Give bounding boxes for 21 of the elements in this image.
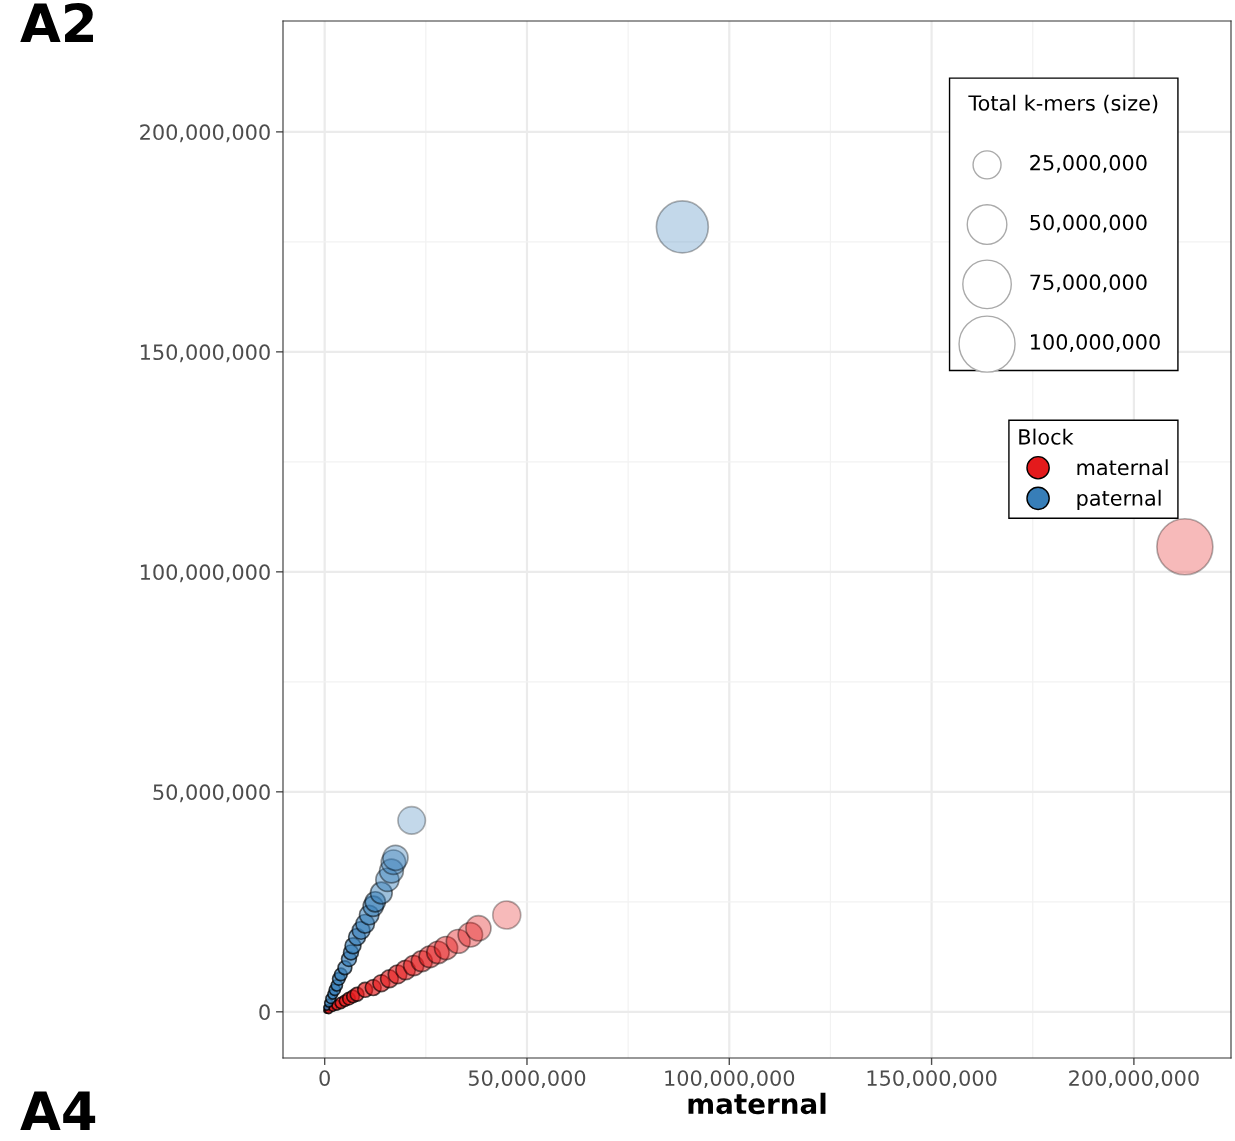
legend-title: Block <box>1019 428 1074 445</box>
legend-label: 75,000,000 <box>1030 274 1147 293</box>
text: A2 <box>20 2 93 43</box>
y-tick-label: 100,000,000 <box>140 564 270 583</box>
y-tick-label: 150,000,000 <box>140 344 270 363</box>
y-tick-label: 0 <box>259 1004 270 1021</box>
legend-label: 25,000,000 <box>1030 154 1147 173</box>
x-tick-label: 200,000,000 <box>1069 1070 1199 1089</box>
x-axis-title: maternal <box>688 1092 826 1115</box>
annotation: Total k-mers (size) <box>968 94 1158 114</box>
x-tick-label: 0 <box>319 1070 330 1086</box>
legend-label: maternal <box>1077 459 1168 476</box>
text: A4 <box>20 1091 96 1131</box>
legend-label: paternal <box>1077 489 1161 510</box>
legend-label: 50,000,000 <box>1030 214 1147 233</box>
x-tick-label: 100,000,000 <box>665 1070 795 1089</box>
y-tick-label: 50,000,000 <box>153 784 270 803</box>
x-tick-label: 150,000,000 <box>867 1070 997 1089</box>
legend-label: 100,000,000 <box>1031 334 1160 352</box>
x-tick-label: 50,000,000 <box>468 1070 586 1089</box>
y-tick-label: 200,000,000 <box>140 124 270 143</box>
